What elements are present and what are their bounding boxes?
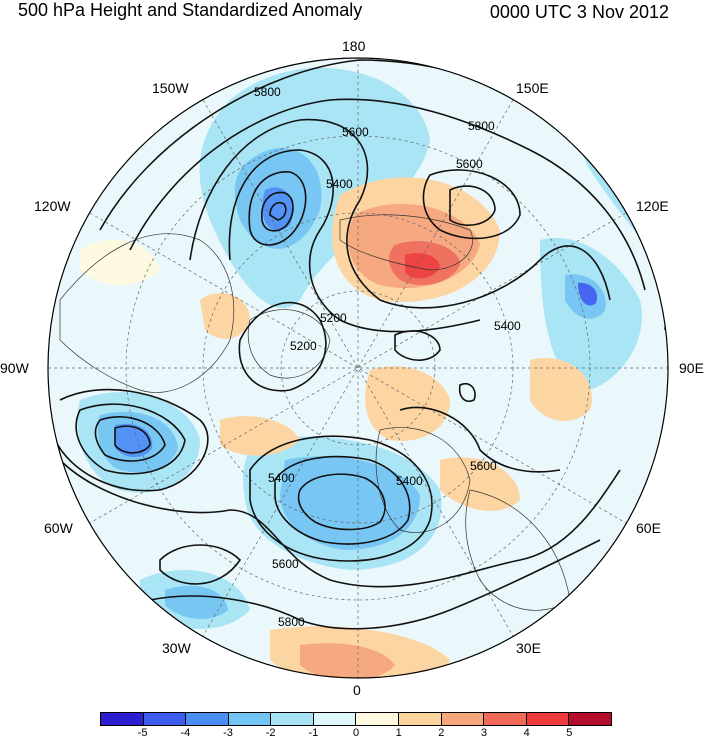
lon-label-120w: 120W <box>34 198 71 214</box>
graticule <box>48 58 668 678</box>
colorbar-swatch <box>526 713 570 725</box>
contour-label: 5400 <box>494 319 521 333</box>
lon-label-60e: 60E <box>636 520 661 536</box>
colorbar-swatch <box>101 713 144 725</box>
colorbar-swatch <box>484 713 527 725</box>
lon-label-90w: 90W <box>0 360 29 376</box>
colorbar-swatch <box>186 713 229 725</box>
colorbar-tick-label: -2 <box>265 727 276 739</box>
colorbar-swatch <box>441 713 485 725</box>
contour-label: 5400 <box>268 471 295 485</box>
lon-label-0: 0 <box>353 682 361 698</box>
colorbar-swatch <box>569 713 611 725</box>
contour-label: 5200 <box>290 339 317 353</box>
contour-label: 5600 <box>456 157 483 171</box>
colorbar-tick-label: 4 <box>523 727 530 739</box>
contour-label: 5400 <box>326 177 353 191</box>
contour-label: 5800 <box>468 119 495 133</box>
colorbar-tick-label: 1 <box>395 727 402 739</box>
contour-label: 5400 <box>396 474 423 488</box>
contour-label: 5800 <box>254 85 281 99</box>
chart-title: 500 hPa Height and Standardized Anomaly <box>18 0 363 20</box>
lon-label-30w: 30W <box>162 640 191 656</box>
anomaly-shading <box>77 67 660 678</box>
valid-time: 0000 UTC 3 Nov 2012 <box>489 2 669 22</box>
colorbar-tick-label: -5 <box>137 727 148 739</box>
lon-label-150e: 150E <box>516 80 549 96</box>
contour-label: 5600 <box>342 125 369 139</box>
colorbar-tick-label: 2 <box>438 727 445 739</box>
colorbar-tick-label: 3 <box>480 727 488 739</box>
colorbar <box>100 712 612 726</box>
lon-label-90e: 90E <box>679 360 704 376</box>
contour-label: 5600 <box>470 459 497 473</box>
map-border <box>47 57 669 679</box>
colorbar-swatch <box>228 713 272 725</box>
colorbar-tick-label: -1 <box>308 727 319 739</box>
contour-label: 5600 <box>272 557 299 571</box>
colorbar-tick-label: 0 <box>352 727 360 739</box>
colorbar-tick-label: 5 <box>566 727 573 739</box>
colorbar-swatch <box>143 713 187 725</box>
colorbar-tick-label: -4 <box>180 727 191 739</box>
contour-labels: 5800 5600 5400 5200 5400 5600 5800 5400 … <box>254 85 521 629</box>
lon-label-150w: 150W <box>152 80 189 96</box>
lon-label-120e: 120E <box>636 198 669 214</box>
colorbar-tick-label: -3 <box>223 727 233 739</box>
contour-label: 5800 <box>278 615 305 629</box>
colorbar-swatch <box>356 713 400 725</box>
lon-label-30e: 30E <box>516 640 541 656</box>
lon-label-180: 180 <box>342 38 366 54</box>
colorbar-swatch <box>399 713 442 725</box>
coastlines <box>59 214 571 611</box>
colorbar-swatch <box>313 713 357 725</box>
lon-label-60w: 60W <box>44 520 73 536</box>
height-contours <box>54 59 667 630</box>
colorbar-swatch <box>271 713 314 725</box>
map-background <box>48 58 668 678</box>
contour-label: 5200 <box>320 311 347 325</box>
